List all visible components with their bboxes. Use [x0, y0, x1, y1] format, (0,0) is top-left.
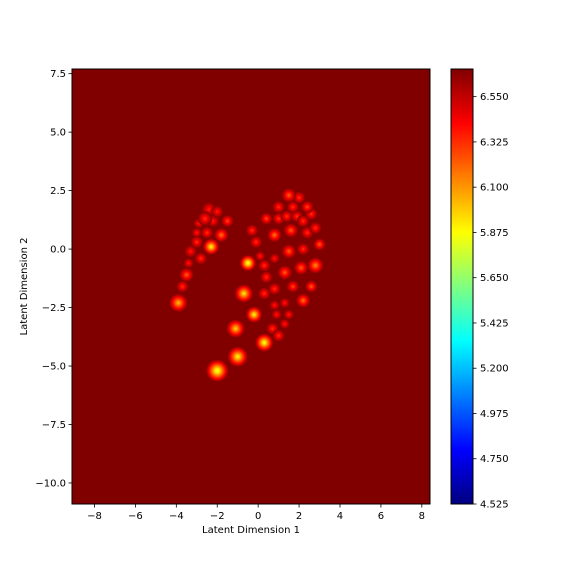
- heatmap-point: [277, 265, 292, 280]
- heatmap-point: [249, 235, 263, 249]
- heatmap-point: [245, 306, 263, 323]
- heatmap-point: [269, 300, 280, 311]
- x-tick-label: −2: [210, 511, 225, 522]
- heatmap-point: [245, 224, 259, 237]
- colorbar-tick-label: 5.875: [480, 228, 509, 239]
- heatmap-point: [281, 188, 297, 203]
- heatmap-point: [297, 242, 310, 256]
- heatmap-point: [279, 297, 290, 308]
- heatmap-point: [190, 235, 203, 249]
- y-tick-label: −2.5: [42, 303, 66, 314]
- heatmap-point: [194, 252, 208, 265]
- heatmap-point: [279, 318, 290, 330]
- heatmap-point: [239, 254, 257, 272]
- heatmap-point: [272, 329, 285, 342]
- y-axis-label: Latent Dimension 2: [19, 238, 30, 336]
- heatmap-point: [191, 227, 202, 238]
- heatmap-point: [307, 257, 324, 274]
- heatmap-point: [205, 359, 229, 382]
- colorbar-tick-label: 4.525: [480, 500, 509, 511]
- x-tick-label: −4: [169, 511, 184, 522]
- colorbar-tick-label: 6.325: [480, 137, 509, 148]
- heatmap-point: [272, 200, 285, 214]
- heatmap-point: [313, 238, 326, 251]
- heatmap-point: [221, 214, 234, 228]
- heatmap-point: [176, 280, 189, 293]
- heatmap-point: [169, 293, 188, 313]
- heatmap-point: [286, 200, 300, 214]
- heatmap-point: [296, 293, 311, 308]
- heatmap-point: [283, 223, 299, 238]
- heatmap-point: [305, 280, 318, 293]
- heatmap-point: [202, 238, 220, 255]
- heatmap-point: [281, 244, 297, 259]
- heatmap-point: [214, 227, 229, 243]
- y-tick-label: −10.0: [35, 478, 66, 489]
- colorbar-frame: [450, 68, 474, 505]
- heatmap-point: [293, 260, 309, 275]
- heatmap-point: [183, 257, 194, 269]
- heatmap-point: [227, 346, 248, 367]
- heatmap-point: [226, 319, 245, 338]
- heatmap-point: [260, 271, 273, 284]
- heatmap-points: [169, 188, 326, 382]
- y-tick-label: 2.5: [50, 186, 66, 197]
- x-tick-label: 8: [419, 511, 425, 522]
- plot-area: [71, 68, 431, 505]
- heatmap-point: [267, 227, 282, 243]
- heatmap-point: [280, 210, 293, 223]
- x-axis: −8 −6 −4 −2 0 2 4 6 8: [87, 504, 425, 522]
- x-tick-label: 0: [255, 511, 261, 522]
- heatmap-point: [269, 253, 280, 264]
- heatmap-point: [258, 259, 271, 272]
- heatmap-point: [309, 221, 322, 235]
- colorbar-tick-label: 5.650: [480, 273, 509, 284]
- x-tick-label: −8: [87, 511, 102, 522]
- colorbar-tick-label: 6.100: [480, 183, 509, 194]
- heatmap-point: [286, 280, 300, 293]
- heatmap-point: [271, 309, 282, 320]
- x-axis-label: Latent Dimension 1: [202, 525, 300, 536]
- colorbar-ticks: 4.525 4.750 4.975 5.200 5.425 5.650 5.875 6.100…: [473, 92, 509, 511]
- colorbar-tick-label: 6.550: [480, 92, 509, 103]
- heatmap-point: [234, 284, 254, 303]
- heatmap-point: [258, 287, 271, 300]
- y-tick-label: 5.0: [50, 128, 66, 139]
- y-tick-label: −5.0: [42, 362, 66, 373]
- heatmap-point: [197, 211, 213, 226]
- colorbar-tick-label: 5.200: [480, 364, 509, 375]
- heatmap-point: [255, 333, 274, 352]
- colorbar-tick-label: 4.975: [480, 409, 509, 420]
- heatmap-point: [200, 226, 214, 239]
- colorbar-gradient: [451, 69, 473, 504]
- heatmap-point: [255, 250, 266, 262]
- heatmap-point: [301, 200, 314, 214]
- heatmap-point: [184, 245, 197, 258]
- heatmap-point: [179, 267, 194, 282]
- heatmap-point: [260, 212, 273, 225]
- colorbar-tick-label: 4.750: [480, 454, 509, 465]
- colorbar-tick-label: 5.425: [480, 318, 509, 329]
- y-tick-label: −7.5: [42, 420, 66, 431]
- colorbar: 4.525 4.750 4.975 5.200 5.425 5.650 5.875 6.100…: [450, 68, 509, 511]
- heatmap-point: [292, 191, 306, 204]
- x-tick-label: 2: [296, 511, 302, 522]
- x-tick-label: 6: [378, 511, 384, 522]
- heatmap-point: [297, 214, 310, 228]
- plot-frame: [71, 68, 431, 505]
- x-tick-label: −6: [128, 511, 143, 522]
- heatmap-point: [211, 205, 224, 218]
- x-tick-label: 4: [337, 511, 343, 522]
- heatmap-point: [268, 282, 281, 295]
- y-tick-label: 0.0: [50, 245, 66, 256]
- y-axis: 7.5 5.0 2.5 0.0 −2.5 −5.0 −7.5 −10.0: [35, 69, 72, 489]
- y-tick-label: 7.5: [50, 69, 66, 80]
- heatmap-background: [72, 69, 430, 504]
- heatmap-point: [283, 309, 294, 320]
